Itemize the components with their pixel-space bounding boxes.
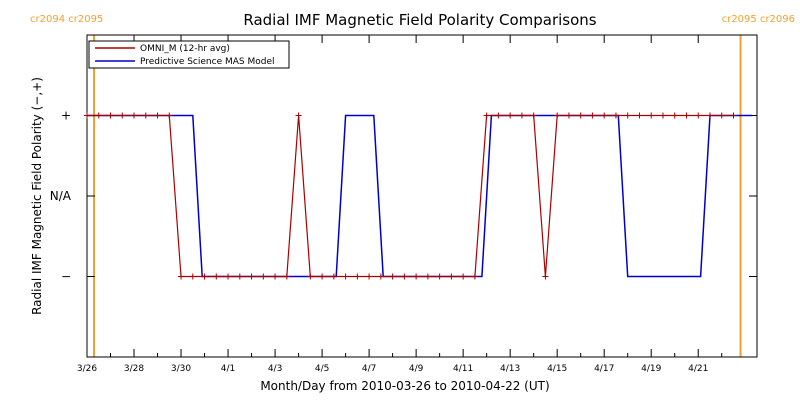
y-tick-label: N/A — [50, 189, 72, 203]
omni-point — [460, 273, 467, 280]
omni-point — [154, 112, 161, 119]
omni-point — [401, 273, 408, 280]
omni-point — [648, 112, 655, 119]
omni-point — [330, 273, 337, 280]
omni-point — [377, 273, 384, 280]
omni-point — [448, 273, 455, 280]
omni-point — [131, 112, 138, 119]
omni-point — [295, 112, 302, 119]
x-tick-label: 4/1 — [221, 364, 235, 374]
x-tick-label: 3/28 — [124, 364, 144, 374]
omni-point — [589, 112, 596, 119]
omni-point — [577, 112, 584, 119]
omni-point — [319, 273, 326, 280]
omni-point — [495, 112, 502, 119]
omni-point — [166, 112, 173, 119]
omni-point — [95, 112, 102, 119]
omni-point — [518, 112, 525, 119]
legend-label-omni: OMNI_M (12-hr avg) — [140, 44, 230, 54]
x-tick-label: 3/30 — [171, 364, 191, 374]
omni-point — [119, 112, 126, 119]
omni-point — [436, 273, 443, 280]
omni-point — [542, 273, 549, 280]
omni-point — [601, 112, 608, 119]
omni-point — [225, 273, 232, 280]
omni-point — [272, 273, 279, 280]
omni-point — [554, 112, 561, 119]
omni-point — [706, 112, 713, 119]
plot-area — [86, 34, 758, 358]
omni-point — [178, 273, 185, 280]
omni-point — [354, 273, 361, 280]
omni-point — [636, 112, 643, 119]
omni-point — [366, 273, 373, 280]
y-axis-label: Radial IMF Magnetic Field Polarity (−,+) — [30, 77, 44, 315]
x-tick-label: 3/26 — [77, 364, 97, 374]
omni-point — [718, 112, 725, 119]
carrington-label: cr2095 cr2096 — [722, 14, 795, 25]
omni-point — [389, 273, 396, 280]
omni-point — [342, 273, 349, 280]
legend-label-mas: Predictive Science MAS Model — [140, 57, 275, 67]
chart-title: Radial IMF Magnetic Field Polarity Compa… — [243, 11, 596, 29]
omni-point — [424, 273, 431, 280]
legend-box — [88, 40, 290, 69]
x-tick-label: 4/19 — [641, 364, 661, 374]
y-tick-label: + — [61, 109, 71, 123]
omni-point — [142, 112, 149, 119]
x-tick-label: 4/21 — [688, 364, 708, 374]
omni-point — [507, 112, 514, 119]
legend: OMNI_M (12-hr avg) Predictive Science MA… — [88, 40, 290, 69]
x-tick-label: 4/7 — [362, 364, 376, 374]
axis-ticks: 3/26 3/28 3/30 4/1 4/3 4/5 4/7 4/9 4/11 4/13 4/15 4… — [50, 35, 757, 374]
x-tick-label: 4/5 — [315, 364, 329, 374]
omni-point — [107, 112, 114, 119]
omni-point — [671, 112, 678, 119]
omni-point — [260, 273, 267, 280]
omni-point — [659, 112, 666, 119]
omni-point — [530, 112, 537, 119]
omni-point — [471, 273, 478, 280]
omni-point — [236, 273, 243, 280]
omni-point — [413, 273, 420, 280]
series-layer — [84, 112, 753, 280]
y-tick-label: − — [61, 270, 71, 284]
x-tick-label: 4/17 — [594, 364, 614, 374]
omni-point — [248, 273, 255, 280]
omni-point — [189, 273, 196, 280]
omni-point — [565, 112, 572, 119]
omni-point — [683, 112, 690, 119]
omni-point — [201, 273, 208, 280]
omni-point — [283, 273, 290, 280]
carrington-label: cr2094 cr2095 — [30, 14, 103, 25]
omni-point — [612, 112, 619, 119]
omni-line — [87, 114, 734, 278]
omni-point — [84, 112, 90, 119]
omni-point — [695, 112, 702, 119]
omni-point — [307, 273, 314, 280]
omni-point — [213, 273, 220, 280]
omni-point — [730, 112, 737, 119]
mas-model-line — [87, 114, 753, 278]
x-tick-label: 4/11 — [453, 364, 473, 374]
x-axis-label: Month/Day from 2010-03-26 to 2010-04-22 … — [260, 379, 549, 393]
x-tick-label: 4/9 — [409, 364, 424, 374]
x-tick-label: 4/13 — [500, 364, 520, 374]
omni-point — [483, 112, 490, 119]
x-tick-label: 4/15 — [547, 364, 567, 374]
x-tick-label: 4/3 — [268, 364, 282, 374]
omni-point — [624, 112, 631, 119]
